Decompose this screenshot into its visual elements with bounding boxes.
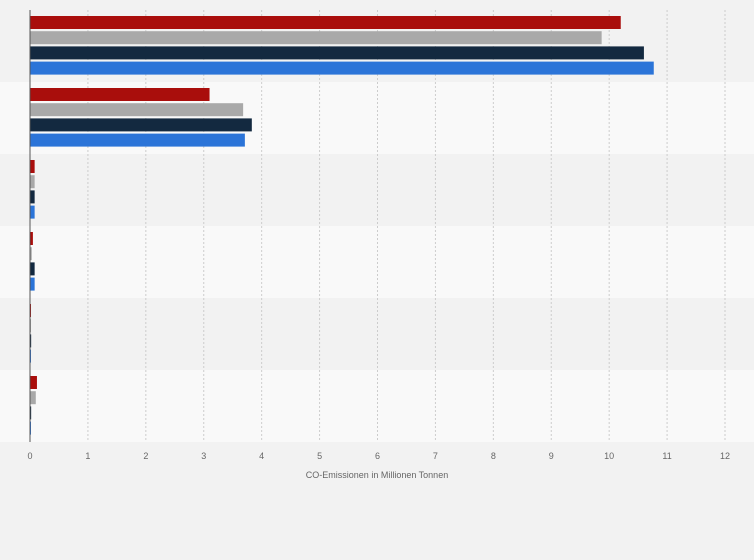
x-tick-label: 1 (85, 451, 90, 461)
bar (30, 406, 32, 420)
bar (30, 88, 210, 101)
bar (30, 160, 35, 173)
bar (30, 277, 35, 291)
x-tick-label: 0 (27, 451, 32, 461)
bars (30, 16, 654, 435)
bar (30, 391, 36, 405)
bar (30, 46, 644, 60)
bar (30, 61, 654, 75)
x-tick-label: 11 (662, 451, 671, 461)
x-tick-labels: 0 1 2 3 4 5 6 7 8 9 10 11 12 (27, 451, 730, 461)
bar (30, 334, 32, 348)
bar (30, 133, 245, 147)
bar (30, 247, 32, 261)
x-tick-label: 9 (549, 451, 554, 461)
bar (30, 190, 35, 204)
bar (30, 205, 35, 219)
x-tick-label: 2 (143, 451, 148, 461)
bar (30, 103, 244, 117)
bar (30, 262, 35, 276)
bar (30, 31, 602, 45)
x-axis-title: CO-Emissionen in Millionen Tonnen (306, 470, 448, 480)
bar (30, 175, 35, 189)
x-tick-label: 4 (259, 451, 264, 461)
x-tick-label: 7 (433, 451, 438, 461)
bar (30, 376, 37, 389)
x-tick-label: 8 (491, 451, 496, 461)
x-tick-label: 10 (604, 451, 614, 461)
bar (30, 16, 621, 29)
bar (30, 232, 33, 245)
gridlines (87, 10, 726, 442)
x-tick-label: 12 (720, 451, 730, 461)
x-tick-label: 5 (317, 451, 322, 461)
bar (30, 118, 252, 132)
x-tick-label: 6 (375, 451, 380, 461)
x-tick-label: 3 (201, 451, 206, 461)
